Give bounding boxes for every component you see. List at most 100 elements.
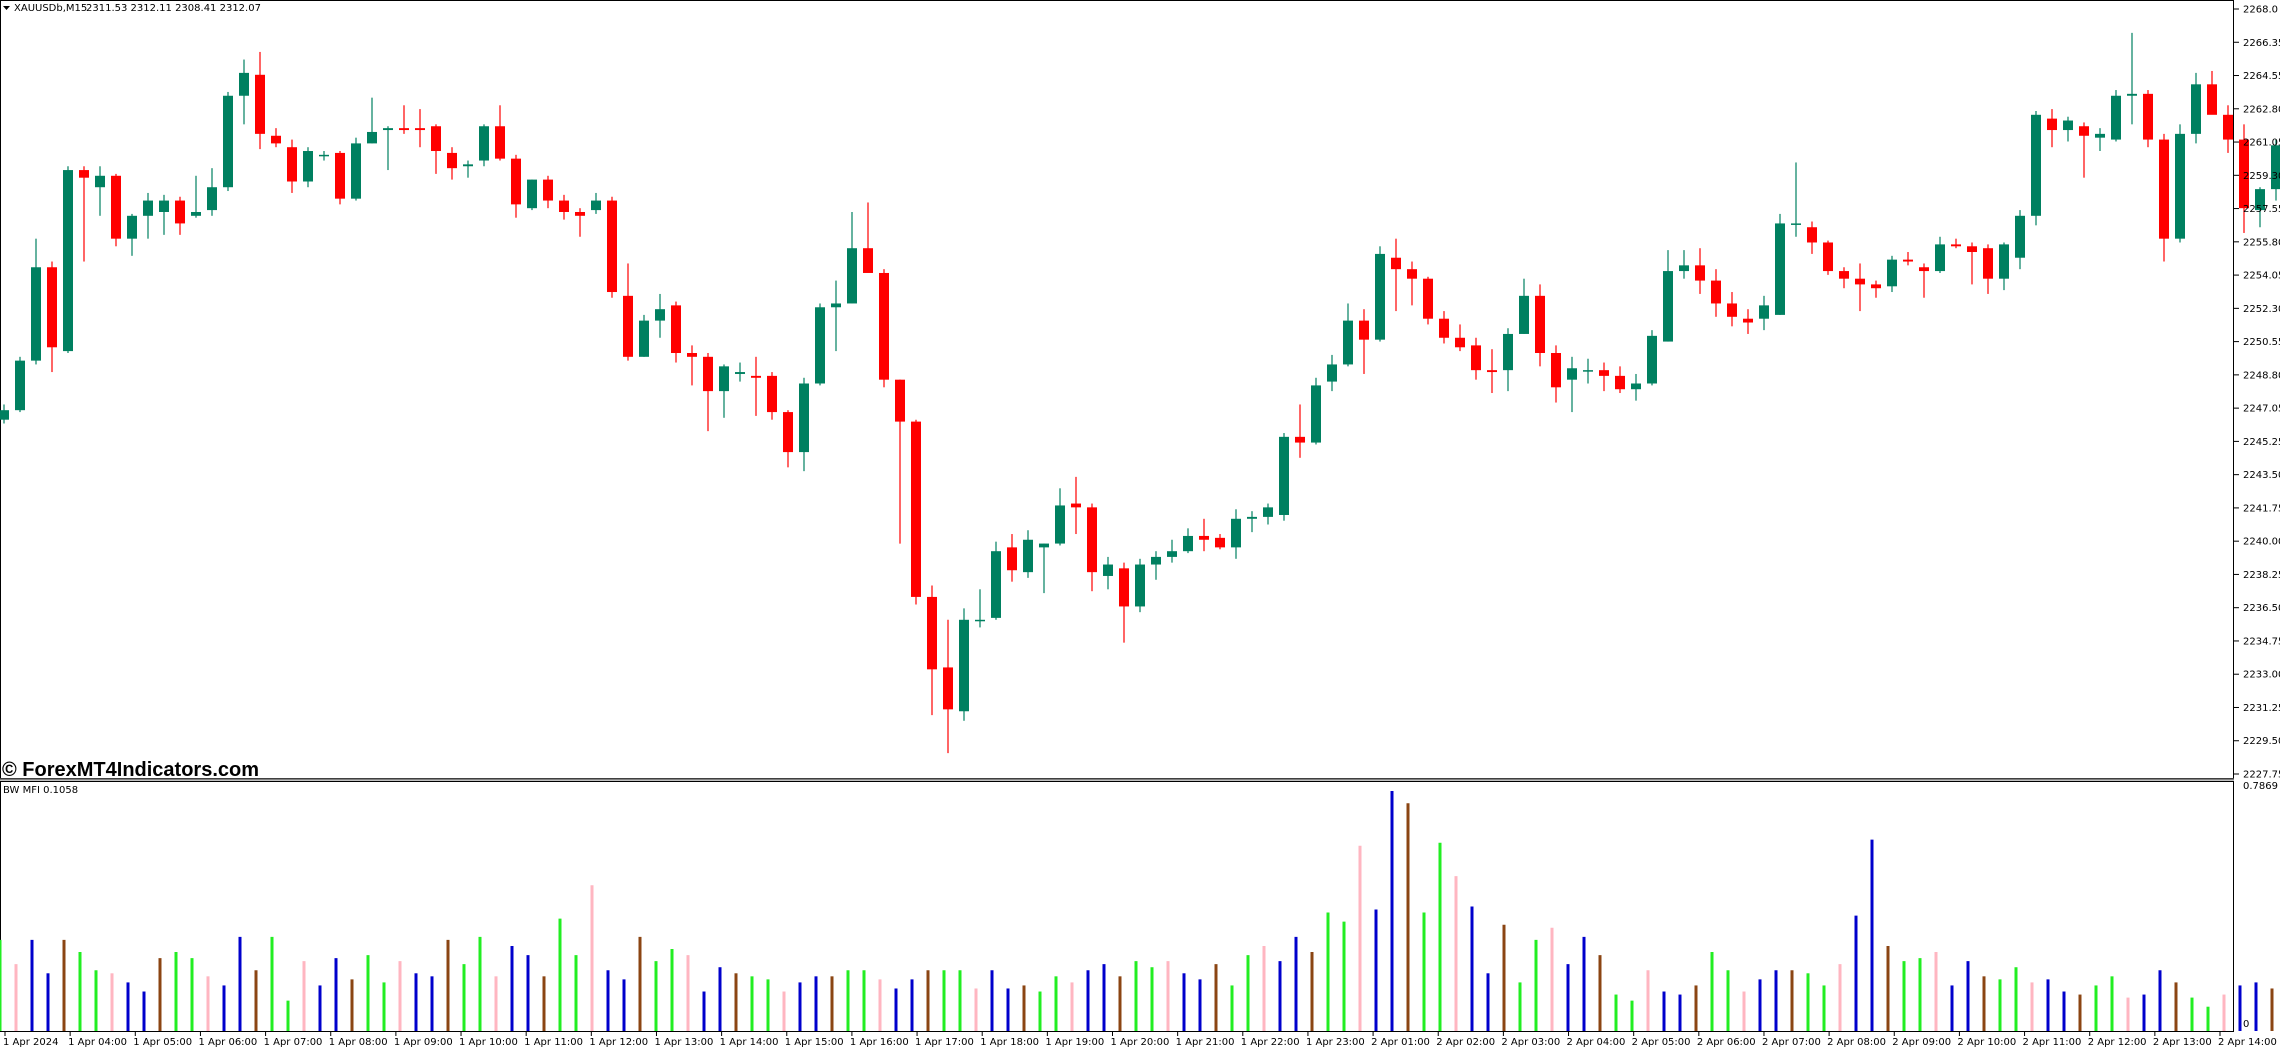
candle-body — [1615, 375, 1625, 390]
candle-body — [239, 72, 249, 96]
candle-body — [463, 164, 473, 167]
candle — [351, 137, 361, 201]
candle — [1983, 244, 1993, 294]
candle — [607, 196, 617, 298]
candle — [1839, 267, 1849, 289]
candle — [2175, 124, 2185, 243]
candle — [767, 372, 777, 420]
candle — [1231, 509, 1241, 559]
candle-body — [1775, 223, 1785, 315]
candle-body — [2127, 93, 2137, 96]
candle-body — [863, 248, 873, 273]
time-axis: 1 Apr 2024 1 Apr 04:00 1 Apr 05:00 1 Apr 06… — [3, 1032, 2277, 1048]
candle — [1423, 276, 1433, 325]
time-tick-label: 2 Apr 12:00 — [2088, 1037, 2147, 1048]
candle-body — [2255, 189, 2265, 211]
candle — [1615, 366, 1625, 394]
candle — [31, 238, 41, 365]
candle-body — [2207, 84, 2217, 115]
candle — [319, 151, 329, 161]
candle — [671, 301, 681, 363]
candle — [1679, 250, 1689, 279]
candle — [1135, 558, 1145, 613]
candle — [63, 166, 73, 354]
candle-body — [0, 410, 9, 420]
candle-body — [2063, 120, 2073, 131]
dropdown-triangle-icon[interactable] — [3, 6, 10, 10]
candle-body — [1871, 284, 1881, 289]
candle-body — [495, 126, 505, 159]
candle-body — [2271, 145, 2280, 190]
time-tick-label: 2 Apr 02:00 — [1436, 1037, 1495, 1048]
time-tick-label: 1 Apr 18:00 — [980, 1037, 1039, 1048]
price-tick-label: 2268.0 — [2243, 5, 2278, 16]
candle — [2047, 109, 2057, 148]
candle-body — [1503, 333, 1513, 371]
candle-body — [319, 154, 329, 157]
candle-body — [2239, 139, 2249, 209]
candle — [239, 59, 249, 125]
candle-body — [1343, 320, 1353, 365]
mfi-axis: 0.7869 0 — [2243, 781, 2278, 1030]
candle-body — [1695, 265, 1705, 281]
candle — [655, 293, 665, 338]
time-tick-label: 1 Apr 16:00 — [850, 1037, 909, 1048]
candle — [1695, 248, 1705, 294]
candle-body — [1663, 271, 1673, 342]
time-tick-label: 2 Apr 10:00 — [1957, 1037, 2016, 1048]
candle-body — [559, 200, 569, 212]
candle-body — [1935, 244, 1945, 272]
candle — [0, 404, 9, 424]
candle-body — [1087, 507, 1097, 573]
candle-body — [2159, 139, 2169, 239]
candle-body — [1951, 244, 1961, 247]
candle-body — [1167, 551, 1177, 557]
candle — [79, 166, 89, 262]
candle — [1791, 162, 1801, 237]
price-tick-label: 2238.25 — [2243, 570, 2280, 581]
candle — [1359, 309, 1369, 374]
candle-body — [735, 372, 745, 374]
candle — [1647, 330, 1657, 386]
candle — [15, 356, 25, 413]
candle-body — [1567, 368, 1577, 380]
candle — [2079, 122, 2089, 178]
candle-body — [783, 412, 793, 453]
candle — [1871, 280, 1881, 298]
candle-body — [1119, 568, 1129, 607]
candle — [1631, 373, 1641, 401]
candle — [191, 175, 201, 218]
candle-body — [751, 375, 761, 378]
candle — [1071, 476, 1081, 535]
candle — [543, 175, 553, 209]
candle-body — [1919, 267, 1929, 272]
candle-body — [223, 95, 233, 188]
candle-body — [575, 211, 585, 216]
price-tick-label: 2250.55 — [2243, 337, 2280, 348]
candle — [1887, 255, 1897, 293]
time-tick-label: 2 Apr 06:00 — [1697, 1037, 1756, 1048]
price-axis: 2268.0 2266.35 2264.55 2262.80 2261.05 2259.3… — [2234, 5, 2280, 781]
candle-body — [2191, 84, 2201, 134]
candle — [1663, 250, 1673, 342]
price-tick-label: 2229.50 — [2243, 736, 2280, 747]
candle-body — [1519, 295, 1529, 334]
price-tick-label: 2231.25 — [2243, 703, 2280, 714]
candle-body — [1055, 505, 1065, 544]
candle — [2239, 124, 2249, 233]
time-tick-label: 1 Apr 05:00 — [133, 1037, 192, 1048]
candle — [1967, 242, 1977, 285]
candle — [559, 194, 569, 220]
candle — [719, 364, 729, 418]
candle — [927, 585, 937, 716]
candle-body — [351, 143, 361, 199]
time-tick-label: 1 Apr 10:00 — [459, 1037, 518, 1048]
candle-body — [303, 151, 313, 182]
candle — [1295, 404, 1305, 458]
time-tick-label: 2 Apr 08:00 — [1827, 1037, 1886, 1048]
candle — [1343, 303, 1353, 367]
candle-body — [1743, 318, 1753, 323]
time-tick-label: 1 Apr 15:00 — [785, 1037, 844, 1048]
candle-body — [591, 200, 601, 211]
candle — [1023, 530, 1033, 578]
